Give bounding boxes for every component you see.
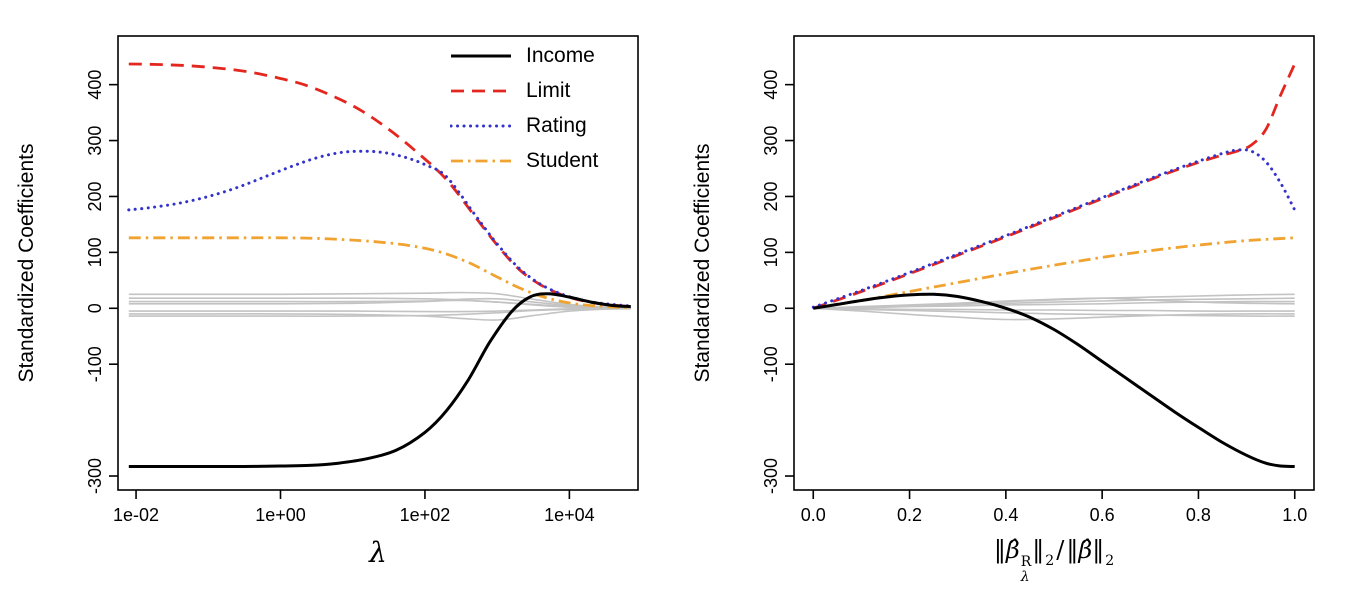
superscript-R: R (1020, 554, 1032, 570)
legend-label-income: Income (526, 44, 595, 67)
legend-line-student (451, 159, 511, 163)
y-tick-label: 300 (85, 126, 105, 156)
series-other-4 (813, 307, 1295, 312)
y-axis-label-left: Standardized Coefficients (15, 143, 38, 383)
subscript-2-first: 2 (1045, 553, 1055, 569)
subscript-lambda: λ (1020, 568, 1030, 585)
series-other-7 (128, 297, 631, 309)
subscript-2-second: 2 (1105, 553, 1115, 569)
series-other-6 (128, 307, 631, 317)
y-tick-label: 400 (761, 70, 781, 100)
x-tick-label: 0.2 (897, 505, 922, 525)
series-limit (812, 63, 1296, 310)
legend-item-limit: Limit (450, 79, 598, 103)
x-tick-label: 0.0 (801, 505, 826, 525)
panel-coefficients-vs-norm-ratio: 0.0 0.2 0.4 0.6 0.8 1.0 -300 -100 0 100 200 300 400 … (676, 0, 1352, 612)
series-income (128, 292, 631, 469)
y-tick-label: 0 (85, 303, 105, 313)
y-axis-label-right: Standardized Coefficients (691, 143, 714, 383)
ratio-plot-svg: 0.0 0.2 0.4 0.6 0.8 1.0 -300 -100 0 100 200 300 400 (761, 35, 1315, 525)
legend-line-rating (450, 124, 512, 128)
norm-close-1: ‖ (1032, 536, 1045, 564)
series-other-5 (813, 307, 1295, 321)
series-other-7 (813, 297, 1295, 310)
series-rating (811, 148, 1297, 309)
divide-slash: / (1056, 536, 1065, 564)
legend-label-rating: Rating (526, 114, 587, 137)
x-axis-label-lambda: λ (369, 536, 387, 569)
y-tick-label: 200 (85, 181, 105, 211)
y-tick-label: 100 (761, 237, 781, 267)
norm-close-2: ‖ (1092, 536, 1105, 564)
y-tick-label: 0 (761, 303, 781, 313)
x-tick-label: 0.8 (1186, 505, 1211, 525)
legend-line-limit (451, 89, 511, 93)
legend-item-rating: Rating (450, 114, 598, 138)
x-tick-label: 1e+02 (400, 505, 451, 525)
x-tick-label: 0.6 (1090, 505, 1115, 525)
series-other-5 (128, 308, 631, 321)
norm-open-1: ‖ (993, 536, 1006, 564)
legend-item-student: Student (450, 149, 598, 173)
beta-hat-1: β̂ (1005, 536, 1020, 564)
series-income (813, 292, 1295, 468)
series-student (128, 236, 631, 310)
legend-item-income: Income (450, 44, 598, 68)
x-tick-label: 0.4 (993, 505, 1018, 525)
legend: Income Limit Rating Student (450, 44, 598, 173)
x-tick-label: 1e+04 (544, 505, 595, 525)
y-tick-label: 300 (761, 126, 781, 156)
y-tick-label: 400 (85, 70, 105, 100)
y-tick-label: -300 (85, 458, 105, 494)
legend-label-student: Student (526, 149, 599, 172)
beta-hat-2: β̂ (1078, 536, 1093, 564)
plot-box (117, 35, 639, 491)
norm-open-2: ‖ (1066, 536, 1079, 564)
plot-box (793, 35, 1315, 491)
lambda-plot-svg: 1e-02 1e+00 1e+02 1e+04 -300 -100 0 100 200 300 40… (85, 35, 639, 525)
series-rating (127, 149, 633, 308)
x-tick-label: 1e+00 (255, 505, 306, 525)
y-tick-label: 100 (85, 237, 105, 267)
y-tick-label: -300 (761, 458, 781, 494)
series-other-6 (813, 307, 1295, 317)
x-tick-label: 1e-02 (113, 505, 159, 525)
y-tick-label: -100 (85, 346, 105, 382)
y-tick-label: 200 (761, 181, 781, 211)
series-student (813, 236, 1295, 310)
y-tick-label: -100 (761, 346, 781, 382)
x-tick-label: 1.0 (1282, 505, 1307, 525)
legend-label-limit: Limit (526, 79, 571, 102)
legend-line-income (451, 54, 511, 58)
panel-coefficients-vs-lambda: 1e-02 1e+00 1e+02 1e+04 -300 -100 0 100 200 300 40… (15, 35, 639, 569)
